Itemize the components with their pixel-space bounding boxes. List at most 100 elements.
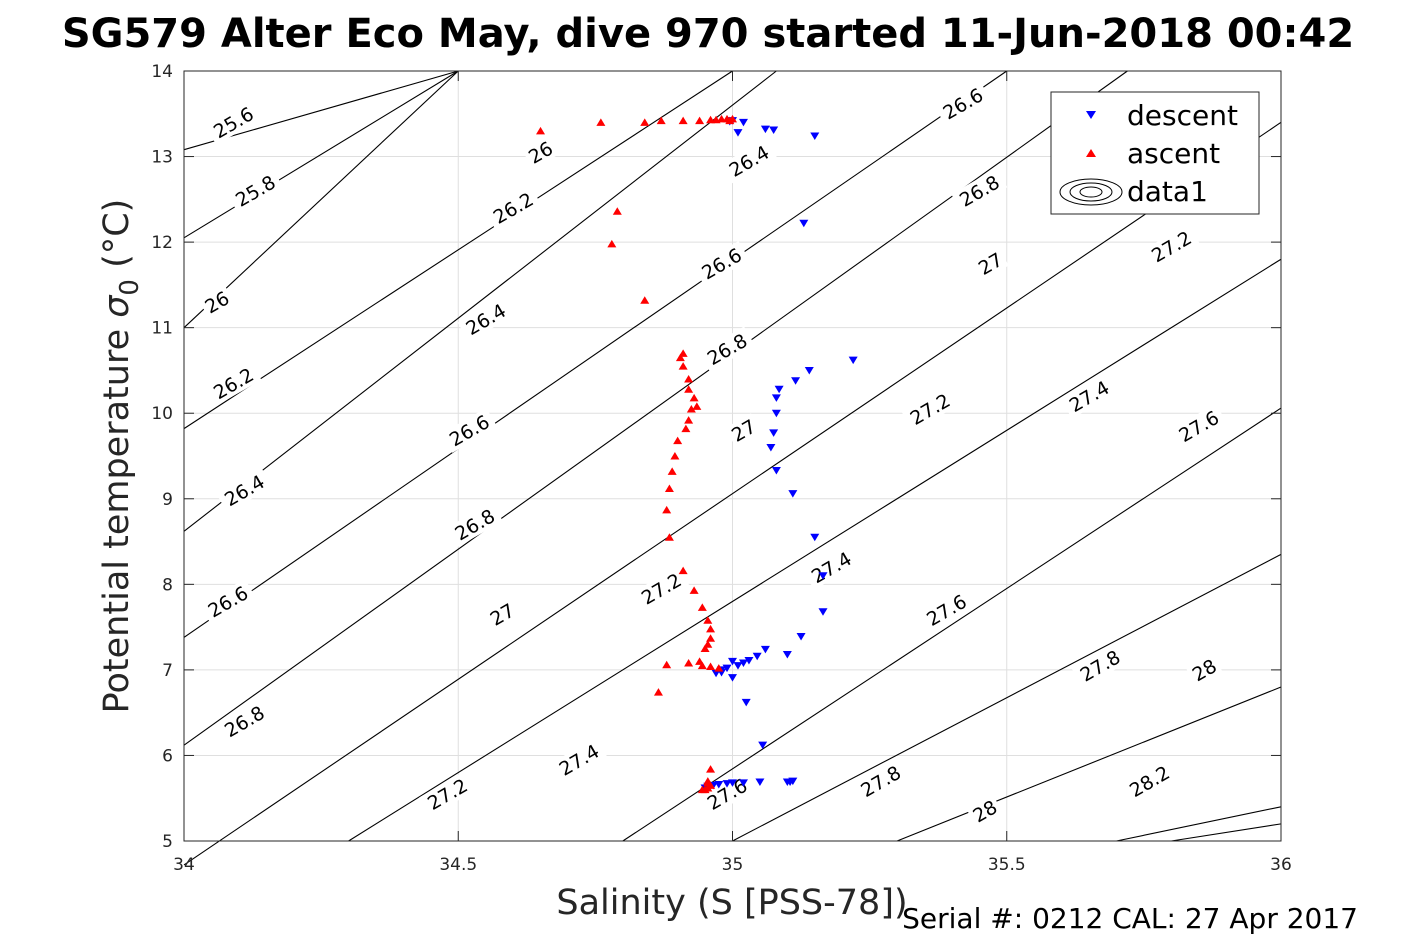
ascent-point-19 xyxy=(612,207,622,215)
contour-label-bg-21 xyxy=(901,386,958,432)
contour-line-1 xyxy=(183,70,459,239)
x-axis-label: Salinity (S [PSS-78]) xyxy=(556,883,907,923)
descent-point-26 xyxy=(738,659,748,668)
ascent-point-48 xyxy=(662,660,672,669)
contour-line-8 xyxy=(348,258,1282,842)
y-axis-label-main: Potential temperature xyxy=(97,318,137,714)
ascent-point-8 xyxy=(596,118,606,126)
contour-label-bg-7 xyxy=(457,296,514,342)
y-tick-label-7: 12 xyxy=(151,233,173,253)
y-tick-label-2: 7 xyxy=(162,661,173,681)
contour-label-bg-14 xyxy=(698,326,756,372)
descent-point-27 xyxy=(733,662,743,670)
descent-point-15 xyxy=(766,443,776,452)
contour-label-bg-15 xyxy=(446,501,503,547)
descent-point-23 xyxy=(760,645,770,654)
x-tick-label-0: 34 xyxy=(173,855,195,875)
contour-line-5 xyxy=(183,70,1008,638)
ascent-point-38 xyxy=(678,566,688,575)
ascent-point-12 xyxy=(695,116,705,125)
legend: descent ascent data1 xyxy=(1050,91,1260,215)
descent-point-39 xyxy=(755,778,765,786)
contour-label-bg-23 xyxy=(419,771,476,817)
ascent-point-25 xyxy=(684,375,694,383)
descent-point-28 xyxy=(728,657,737,666)
contour-label-bg-19 xyxy=(483,597,521,632)
descent-point-40 xyxy=(738,779,748,787)
data-points xyxy=(536,114,858,794)
y-tick-label-5: 10 xyxy=(151,404,173,424)
ascent-point-51 xyxy=(706,662,716,670)
contour-label-bg-3 xyxy=(198,284,236,320)
descent-point-16 xyxy=(771,467,781,475)
contour-line-13 xyxy=(1171,823,1282,842)
y-axis-label-sigma: σ xyxy=(97,294,137,318)
density-contours xyxy=(183,70,1282,866)
y-tick-label-8: 13 xyxy=(151,148,173,168)
y-tick-label-3: 8 xyxy=(162,575,173,595)
legend-ascent-marker xyxy=(1086,149,1096,157)
ascent-point-18 xyxy=(725,116,735,125)
contour-label-bg-10 xyxy=(693,240,750,287)
descent-point-22 xyxy=(782,650,792,659)
y-axis-label-subscript: 0 xyxy=(115,279,145,296)
descent-point-7 xyxy=(799,219,809,228)
ascent-point-27 xyxy=(689,393,699,402)
contour-label-bg-34 xyxy=(1121,758,1178,804)
contour-label-bg-33 xyxy=(966,794,1004,829)
descent-point-2 xyxy=(733,129,743,137)
descent-point-25 xyxy=(744,656,754,665)
x-tick-label-1: 34.5 xyxy=(439,855,477,875)
ascent-point-42 xyxy=(706,624,716,633)
contour-label-bg-5 xyxy=(205,360,262,406)
serial-calibration-footer: Serial #: 0212 CAL: 27 Apr 2017 xyxy=(902,902,1358,935)
descent-point-4 xyxy=(760,125,770,134)
contour-label-bg-28 xyxy=(918,587,975,633)
ascent-point-9 xyxy=(640,118,650,126)
chart-title: SG579 Alter Eco May, dive 970 started 11… xyxy=(62,11,1354,57)
descent-point-14 xyxy=(769,429,779,437)
contour-label-bg-25 xyxy=(803,544,860,590)
contour-line-4 xyxy=(183,70,777,532)
descent-point-8 xyxy=(848,356,858,365)
ascent-point-4 xyxy=(697,785,707,794)
ascent-point-39 xyxy=(689,586,699,594)
x-tick-label-4: 36 xyxy=(1270,855,1292,875)
contour-label-bg-11 xyxy=(441,407,498,453)
ascent-point-47 xyxy=(684,659,694,667)
descent-point-42 xyxy=(722,780,732,788)
contour-label-bg-30 xyxy=(1071,643,1129,689)
contour-label-bg-9 xyxy=(934,80,991,127)
legend-box xyxy=(1050,91,1260,215)
ascent-point-30 xyxy=(684,416,694,424)
contour-label-bg-31 xyxy=(852,758,909,804)
descent-point-31 xyxy=(711,669,721,678)
legend-data1-label: data1 xyxy=(1127,175,1208,208)
descent-point-24 xyxy=(752,652,762,661)
descent-point-12 xyxy=(771,394,781,402)
ascent-point-31 xyxy=(681,424,691,433)
contour-label-bg-2 xyxy=(522,135,560,170)
contour-line-10 xyxy=(732,553,1282,842)
descent-point-34 xyxy=(741,698,751,707)
ascent-point-33 xyxy=(670,452,680,460)
ascent-point-11 xyxy=(678,116,688,125)
ascent-point-32 xyxy=(673,436,683,445)
contour-label-bg-4 xyxy=(485,185,542,231)
contour-label-bg-27 xyxy=(1170,403,1227,449)
contour-label-bg-20 xyxy=(1143,223,1200,269)
ascent-point-35 xyxy=(664,484,674,493)
ascent-point-21 xyxy=(640,296,650,304)
contour-label-bg-26 xyxy=(550,737,607,783)
ascent-point-6 xyxy=(706,765,716,773)
ascent-point-45 xyxy=(700,644,710,652)
contour-label-bg-13 xyxy=(951,168,1008,214)
ascent-point-43 xyxy=(706,634,716,642)
ascent-point-5 xyxy=(703,777,713,785)
x-tick-label-3: 35.5 xyxy=(988,855,1026,875)
ascent-point-36 xyxy=(662,505,672,514)
legend-descent-marker xyxy=(1086,111,1096,119)
legend-data1-marker xyxy=(1059,178,1123,206)
legend-descent-label: descent xyxy=(1127,99,1238,132)
ascent-point-28 xyxy=(692,402,702,410)
